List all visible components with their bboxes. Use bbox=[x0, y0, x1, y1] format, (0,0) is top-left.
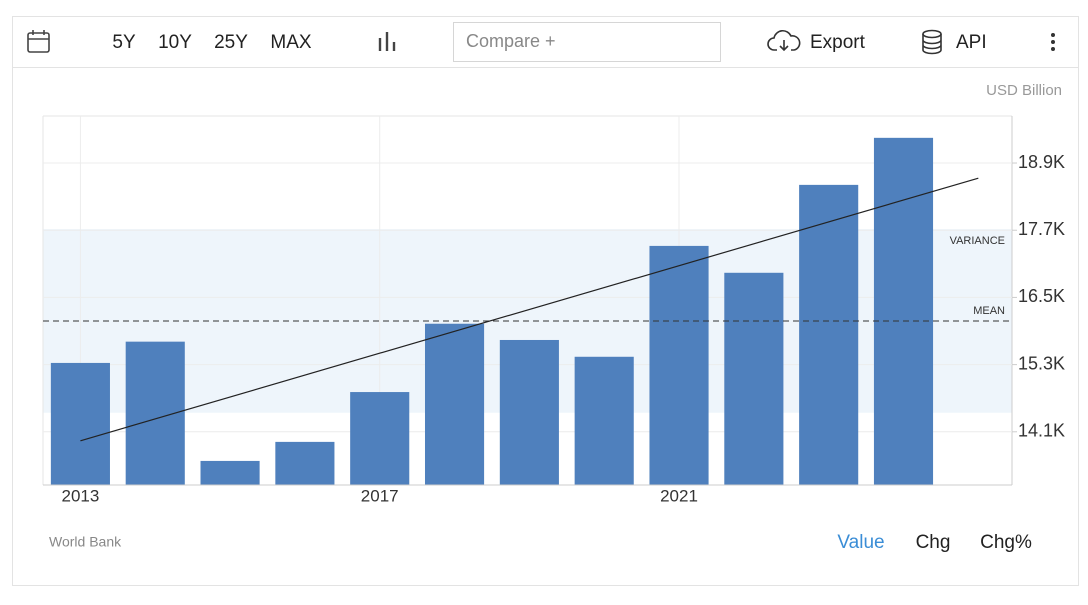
bar bbox=[724, 272, 784, 485]
bar bbox=[50, 362, 110, 485]
bar bbox=[649, 245, 709, 485]
api-icon[interactable] bbox=[922, 29, 942, 55]
bar bbox=[200, 460, 260, 485]
y-tick-label: 17.7K bbox=[1018, 219, 1065, 239]
y-tick-label: 15.3K bbox=[1018, 353, 1065, 373]
db-body bbox=[922, 34, 942, 55]
y-tick-label: 18.9K bbox=[1018, 152, 1065, 172]
compare-placeholder: Compare + bbox=[466, 31, 556, 51]
menu-icon[interactable] bbox=[1051, 33, 1055, 51]
bar bbox=[499, 339, 559, 485]
compare-input[interactable] bbox=[453, 22, 721, 62]
source-label: World Bank bbox=[49, 534, 122, 550]
calendar-icon[interactable] bbox=[27, 30, 50, 53]
bar bbox=[799, 184, 859, 485]
export-button[interactable]: Export bbox=[810, 32, 866, 53]
x-tick-label: 2013 bbox=[61, 486, 99, 505]
bar bbox=[275, 441, 335, 485]
range-button[interactable]: 10Y bbox=[158, 32, 192, 53]
bar bbox=[350, 392, 410, 485]
range-button[interactable]: 5Y bbox=[112, 32, 136, 53]
range-button[interactable]: MAX bbox=[270, 32, 312, 53]
bar bbox=[873, 137, 934, 485]
x-tick-label: 2021 bbox=[660, 486, 698, 505]
units-label: USD Billion bbox=[986, 82, 1062, 99]
trend-line bbox=[80, 177, 979, 442]
value-tab[interactable]: Value bbox=[837, 532, 884, 553]
calendar-body bbox=[27, 32, 50, 53]
bar bbox=[574, 356, 634, 485]
dot bbox=[1051, 40, 1055, 44]
variance-label: VARIANCE bbox=[950, 235, 1005, 247]
dot bbox=[1051, 47, 1055, 51]
cloud bbox=[767, 30, 801, 51]
bar bbox=[424, 323, 485, 485]
chg-tab[interactable]: Chg bbox=[916, 532, 951, 553]
y-tick-label: 14.1K bbox=[1018, 421, 1065, 441]
y-tick-label: 16.5K bbox=[1018, 286, 1065, 306]
plot: 14.1K 15.3K 16.5K 17.7K 18.9K 2013 2017 2021 MEA… bbox=[42, 115, 1065, 505]
chgpct-tab[interactable]: Chg% bbox=[980, 532, 1032, 553]
chart-type-icon[interactable] bbox=[378, 32, 396, 51]
range-button[interactable]: 25Y bbox=[214, 32, 248, 53]
api-button[interactable]: API bbox=[956, 32, 987, 53]
export-icon[interactable] bbox=[767, 30, 801, 52]
arrow bbox=[779, 40, 789, 52]
dot bbox=[1051, 33, 1055, 37]
mean-label: MEAN bbox=[973, 305, 1005, 317]
x-tick-label: 2017 bbox=[361, 486, 399, 505]
